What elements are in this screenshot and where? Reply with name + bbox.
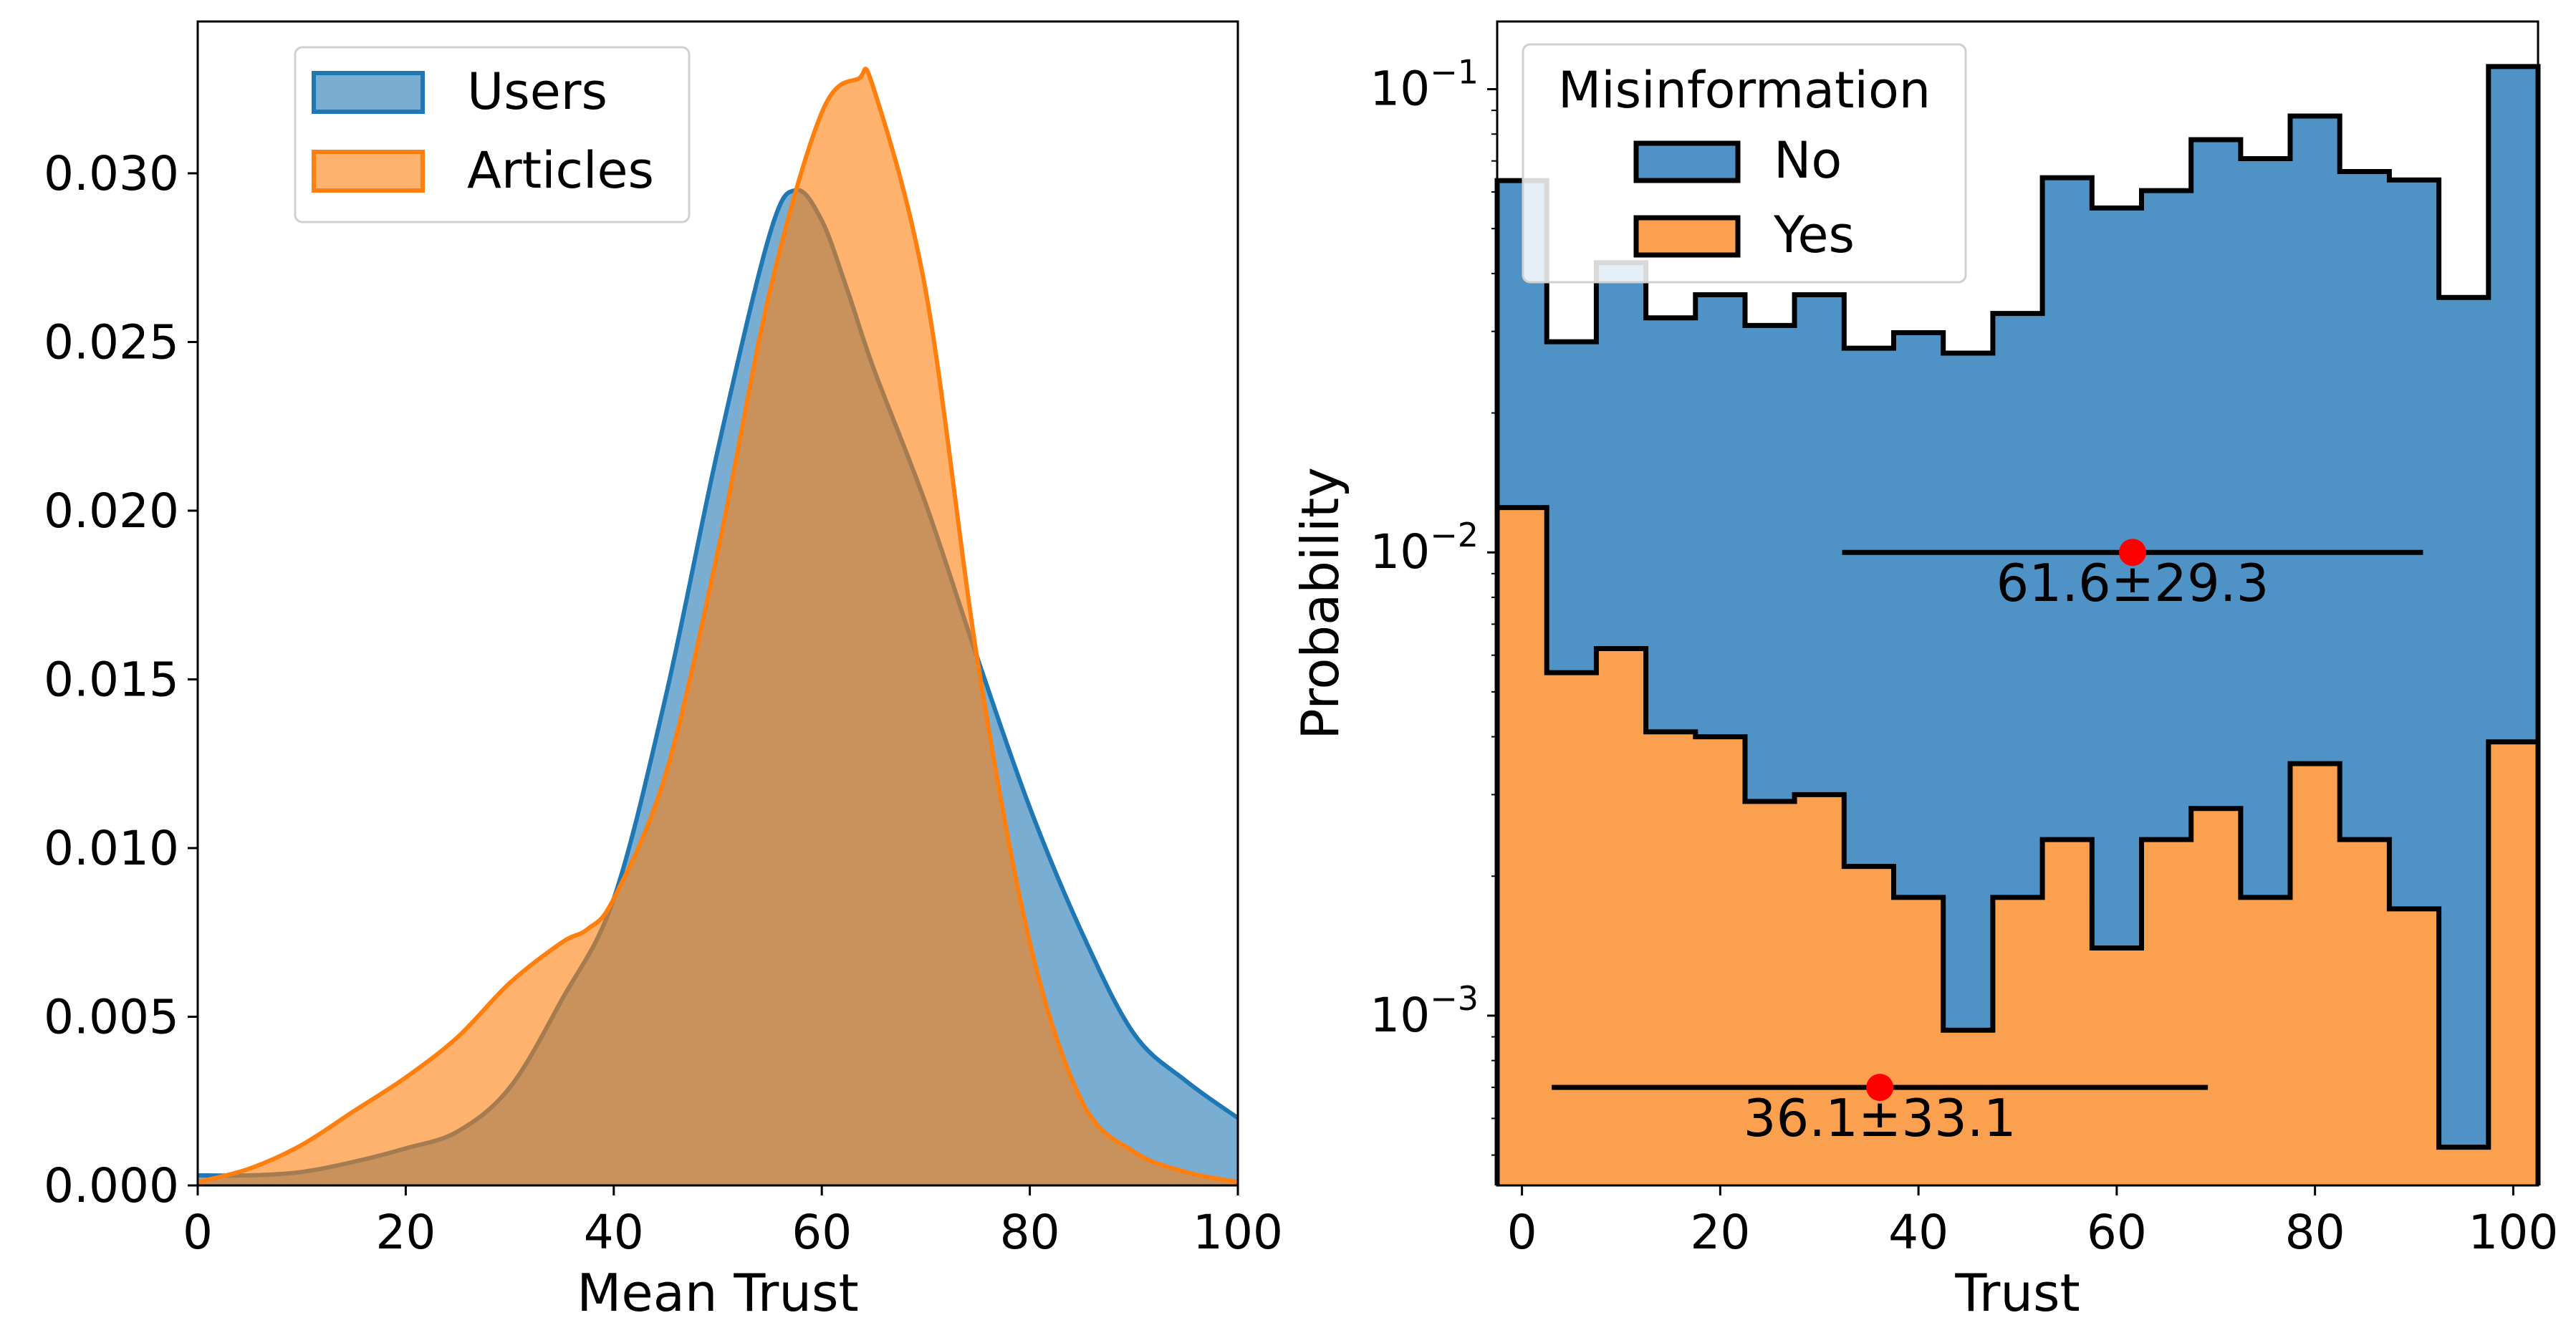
left-legend-label-users: Users — [467, 62, 607, 121]
density-area-articles — [198, 69, 1238, 1186]
right-legend-swatch-no — [1633, 140, 1741, 183]
mean-marker — [1866, 1074, 1894, 1102]
right-y-tick-label: 10−1 — [1370, 53, 1479, 117]
mean-trust-density-panel: 0 20 40 60 80 100 0.000 0.005 0.010 0.015 0.020 0.0… — [44, 20, 1283, 1323]
left-y-tick-label: 0.015 — [44, 652, 179, 707]
left-y-tick-label: 0.020 — [44, 483, 179, 539]
left-x-axis-label: Mean Trust — [577, 1263, 858, 1323]
left-x-tick-label: 20 — [375, 1205, 436, 1260]
right-legend-title: Misinformation — [1558, 61, 1931, 120]
right-y-tick-label: 10−3 — [1370, 979, 1479, 1043]
left-y-tick-label: 0.000 — [44, 1158, 179, 1213]
right-axis-ticks: 0 20 40 60 80 100 10−1 10−2 10−3 — [1370, 53, 2558, 1260]
right-x-tick-label: 20 — [1690, 1205, 1750, 1260]
left-x-tick-label: 40 — [584, 1205, 644, 1260]
left-legend-swatch-articles — [312, 150, 425, 193]
left-axis-ticks: 0 20 40 60 80 100 0.000 0.005 0.010 0.015 0.020 0.0… — [44, 146, 1283, 1260]
mean-sd-label: 36.1±33.1 — [1744, 1088, 2017, 1148]
left-x-tick-label: 60 — [792, 1205, 852, 1260]
histogram-outline-no — [1494, 64, 2541, 1185]
left-plot-frame — [196, 20, 1239, 1187]
left-y-tick-label: 0.010 — [44, 821, 179, 876]
right-x-tick-label: 100 — [2468, 1205, 2558, 1260]
right-legend-label-yes: Yes — [1773, 206, 1855, 264]
histogram-series-group — [1494, 64, 2541, 1185]
left-x-tick-label: 100 — [1193, 1205, 1283, 1260]
mean-marker — [2119, 539, 2147, 567]
left-y-tick-label: 0.030 — [44, 146, 179, 201]
left-x-tick-label: 0 — [183, 1205, 213, 1260]
right-x-tick-label: 0 — [1507, 1205, 1537, 1260]
density-line-articles — [197, 67, 1239, 1185]
right-y-axis-label: Probability — [1290, 467, 1350, 740]
mean-sd-label: 61.6±29.3 — [1996, 553, 2269, 613]
density-series-group — [197, 67, 1239, 1186]
histogram-outline-yes — [1494, 505, 2541, 1185]
left-y-tick-label: 0.025 — [44, 314, 179, 370]
left-legend-swatch-users — [312, 71, 425, 114]
left-legend: Users Articles — [294, 46, 691, 223]
right-x-tick-label: 80 — [2285, 1205, 2345, 1260]
left-x-tick-label: 80 — [1000, 1205, 1060, 1260]
right-legend-swatch-yes — [1633, 215, 1741, 258]
right-x-tick-label: 40 — [1888, 1205, 1948, 1260]
right-legend-label-no: No — [1774, 131, 1842, 190]
left-legend-label-articles: Articles — [467, 141, 654, 200]
right-x-axis-label: Trust — [1954, 1263, 2080, 1323]
right-plot-frame — [1496, 20, 2539, 1187]
right-legend: Misinformation No Yes — [1522, 43, 1967, 284]
right-y-tick-label: 10−2 — [1370, 516, 1479, 579]
histogram-area-yes — [1497, 507, 2538, 1185]
mean-sd-annotations: 61.6±29.3 36.1±33.1 — [1552, 539, 2423, 1148]
trust-histogram-panel: 61.6±29.3 36.1±33.1 0 20 40 60 80 100 10−1 10−2 1… — [1290, 20, 2558, 1323]
left-y-tick-label: 0.005 — [44, 989, 179, 1044]
right-x-tick-label: 60 — [2087, 1205, 2147, 1260]
